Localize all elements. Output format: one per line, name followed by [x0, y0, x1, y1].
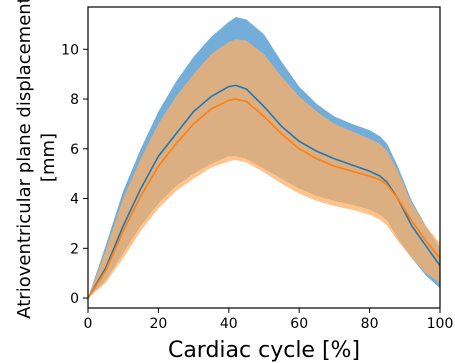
y-tick-label: 0 [70, 291, 79, 307]
y-tick-label: 4 [70, 192, 79, 208]
x-tick-label: 40 [220, 316, 238, 332]
mean-line-series-2 [87, 98, 441, 299]
x-tick-label: 60 [290, 316, 308, 332]
y-axis-label-line2: [mm] [38, 133, 59, 182]
plot-frame [87, 6, 441, 309]
y-axis-label-line1: Atrioventricular plane displacement [14, 0, 35, 319]
x-axis-label: Cardiac cycle [%] [168, 338, 360, 363]
confidence-bands [88, 16, 440, 299]
band-series-2 [88, 39, 440, 299]
mean-line-series-1 [87, 84, 441, 299]
x-tick-label: 20 [149, 316, 167, 332]
y-tick-label: 8 [70, 92, 79, 108]
x-tick-label: 80 [361, 316, 379, 332]
mean-lines [87, 84, 441, 299]
y-tick-label: 6 [70, 142, 79, 158]
x-tick-label: 0 [84, 316, 93, 332]
x-tick-label: 100 [427, 316, 454, 332]
y-tick-label: 10 [61, 42, 79, 58]
x-axis: 0 20 40 60 80 100 [84, 308, 454, 332]
y-axis: 0 2 4 6 8 10 [61, 42, 88, 307]
y-tick-label: 2 [70, 241, 79, 257]
